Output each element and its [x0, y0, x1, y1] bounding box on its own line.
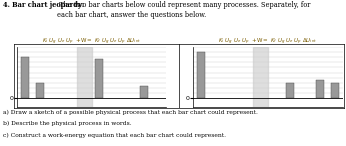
Bar — [21, 57, 29, 98]
Text: The two bar charts below could represent many processes. Separately, for
each ba: The two bar charts below could represent… — [57, 1, 310, 19]
Bar — [253, 47, 268, 107]
Text: b) Describe the physical process in words.: b) Describe the physical process in word… — [3, 121, 132, 126]
Title: $\it{K_i}\ \it{U_g}\ \it{U_e}\ \it{U_p}\ \ \mathrm{+W}=\ \it{K_f}\ \it{U_g}\ \it: $\it{K_i}\ \it{U_g}\ \it{U_e}\ \it{U_p}\… — [42, 36, 142, 47]
Bar — [316, 80, 324, 98]
Bar — [331, 83, 339, 98]
Title: $\it{K_i}\ \it{U_g}\ \it{U_e}\ \it{U_p}\ \ \mathrm{+W}=\ \it{K_f}\ \it{U_g}\ \it: $\it{K_i}\ \it{U_g}\ \it{U_e}\ \it{U_p}\… — [218, 36, 318, 47]
Bar — [95, 59, 103, 98]
Bar — [77, 47, 92, 107]
Text: c) Construct a work-energy equation that each bar chart could represent.: c) Construct a work-energy equation that… — [3, 133, 227, 138]
Bar — [140, 86, 148, 98]
Bar — [36, 83, 44, 98]
Bar — [197, 52, 205, 98]
Text: 4. Bar chart jeopardy:: 4. Bar chart jeopardy: — [3, 1, 85, 9]
Text: a) Draw a sketch of a possible physical process that each bar chart could repres: a) Draw a sketch of a possible physical … — [3, 110, 258, 115]
Bar — [286, 83, 294, 98]
